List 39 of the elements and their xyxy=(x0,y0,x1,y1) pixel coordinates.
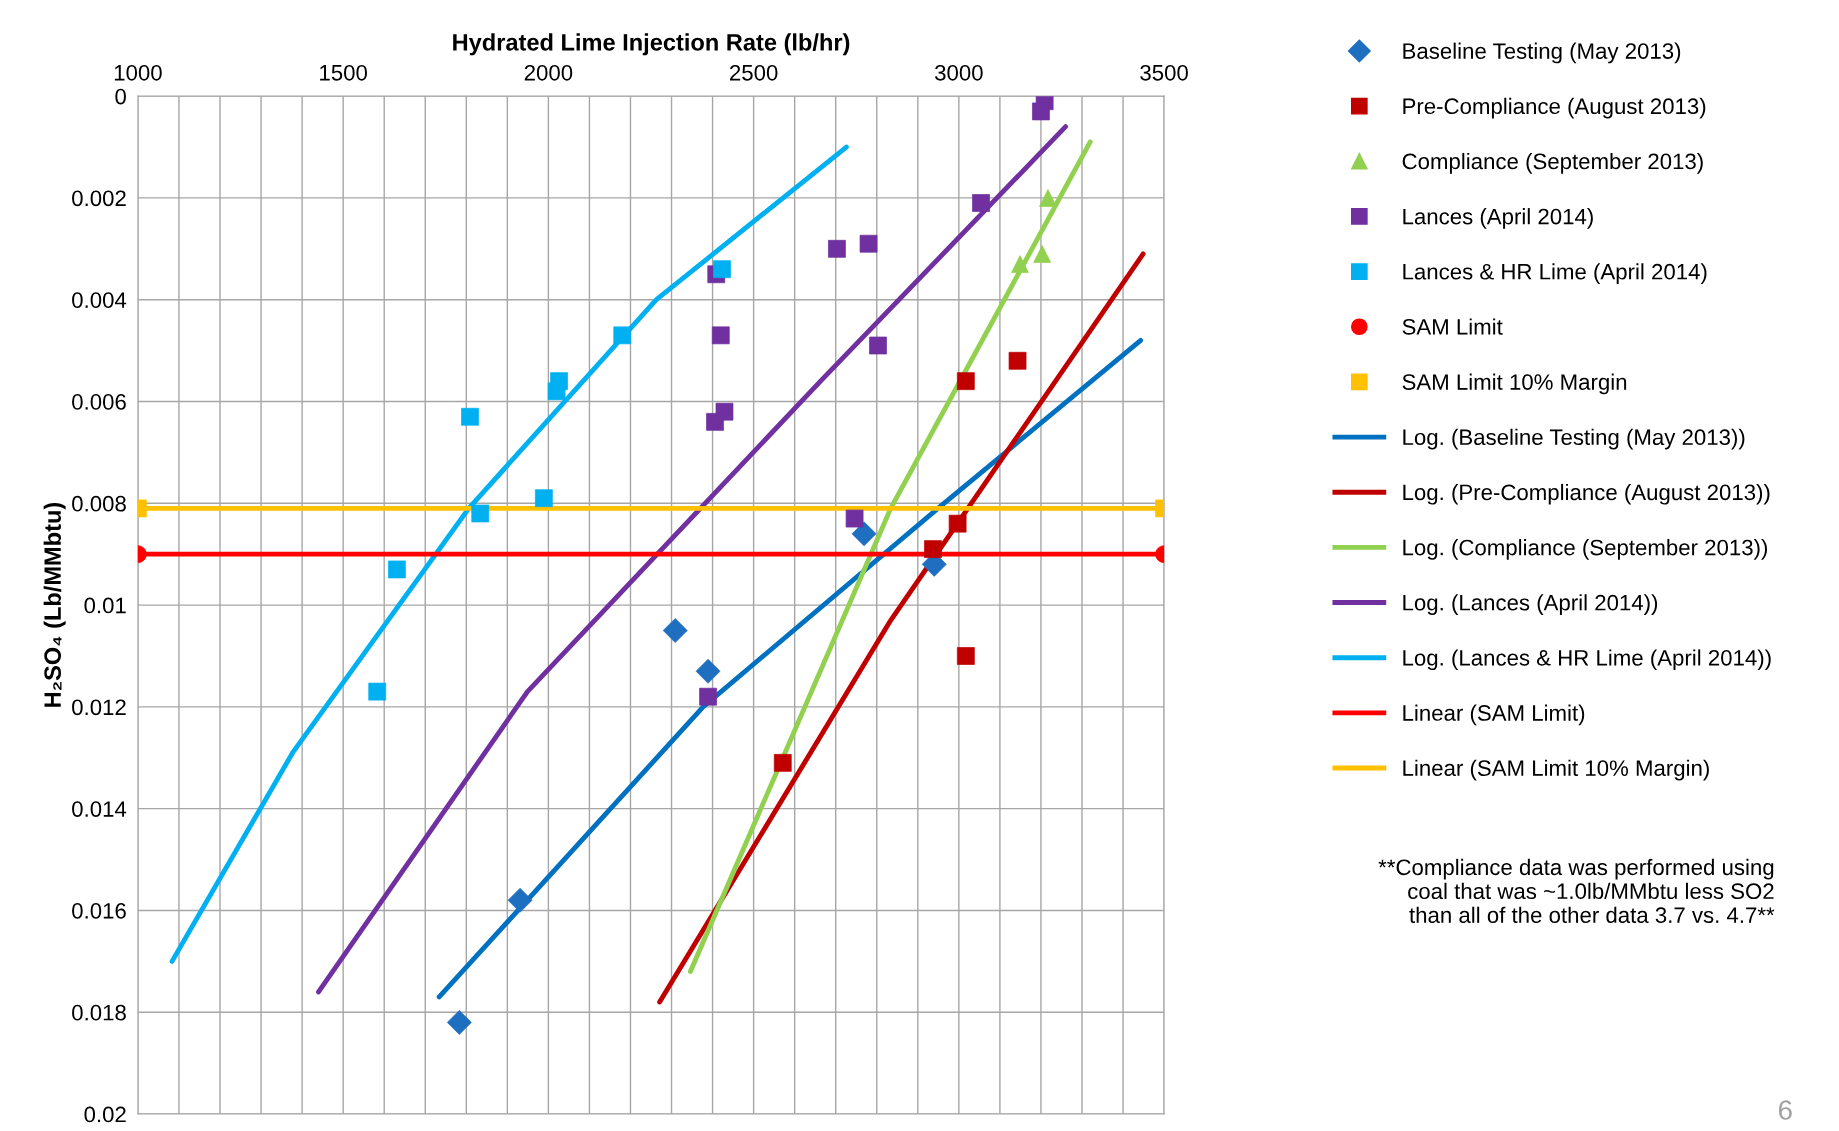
legend-label: Lances (April 2014) xyxy=(1403,208,1593,229)
x-tick-label: 1500 xyxy=(320,64,368,81)
y-tick-label: 0.012 xyxy=(72,699,126,716)
legend-label: Log. (Baseline Testing (May 2013)) xyxy=(1403,428,1745,450)
text: **Compliance data was performed using coal that was ~1.0lb/MMbtu less SO2 than all of the other data 3.7 vs. 4.7** xyxy=(1378,858,1775,924)
y-tick-label: 0.002 xyxy=(72,190,126,207)
legend-label: Baseline Testing (May 2013) xyxy=(1403,42,1681,64)
y-tick-label: 0.008 xyxy=(72,495,126,512)
legend-label: Log. (Pre-Compliance (August 2013)) xyxy=(1403,483,1770,505)
x-tick-label: 3500 xyxy=(1140,64,1188,81)
x-tick-label: 3000 xyxy=(934,64,983,81)
x-axis-title: Hydrated Lime Injection Rate (lb/hr) xyxy=(453,33,850,56)
legend-label: Log. (Lances (April 2014)) xyxy=(1403,594,1658,615)
legend-label: Log. (Compliance (September 2013)) xyxy=(1403,539,1768,560)
x-tick-label: 2500 xyxy=(730,64,778,81)
y-tick-label: 0.006 xyxy=(72,394,126,410)
x-tick-label: 1000 xyxy=(114,64,162,81)
text: 6 xyxy=(1778,1100,1792,1120)
y-tick-label: 0 xyxy=(115,88,126,105)
y-tick-label: 0.018 xyxy=(72,1004,126,1021)
y-tick-label: 0.004 xyxy=(72,292,127,308)
legend-label: Compliance (September 2013) xyxy=(1402,152,1703,174)
legend-label: SAM Limit 10% Margin xyxy=(1402,373,1627,395)
point xyxy=(662,618,688,643)
legend-label: Log. (Lances & HR Lime (April 2014)) xyxy=(1403,649,1771,671)
legend-label: Linear (SAM Limit 10% Margin) xyxy=(1403,759,1709,781)
y-tick-label: 0.02 xyxy=(84,1106,126,1123)
legend-label: Lances & HR Lime (April 2014) xyxy=(1403,263,1707,284)
y-tick-label: 0.016 xyxy=(72,902,126,919)
legend-label: SAM Limit xyxy=(1402,318,1503,335)
x-tick-label: 2000 xyxy=(524,64,573,81)
y-tick-label: 0.01 xyxy=(84,597,126,614)
legend-label: Pre-Compliance (August 2013) xyxy=(1403,97,1706,119)
y-axis-title: H₂SO₄ (Lb/MMbtu) xyxy=(43,502,66,707)
legend-label: Linear (SAM Limit) xyxy=(1403,704,1585,726)
line-series xyxy=(316,124,1069,995)
line-series xyxy=(169,144,849,964)
y-tick-label: 0.014 xyxy=(72,801,127,817)
line-series xyxy=(436,338,1144,1000)
